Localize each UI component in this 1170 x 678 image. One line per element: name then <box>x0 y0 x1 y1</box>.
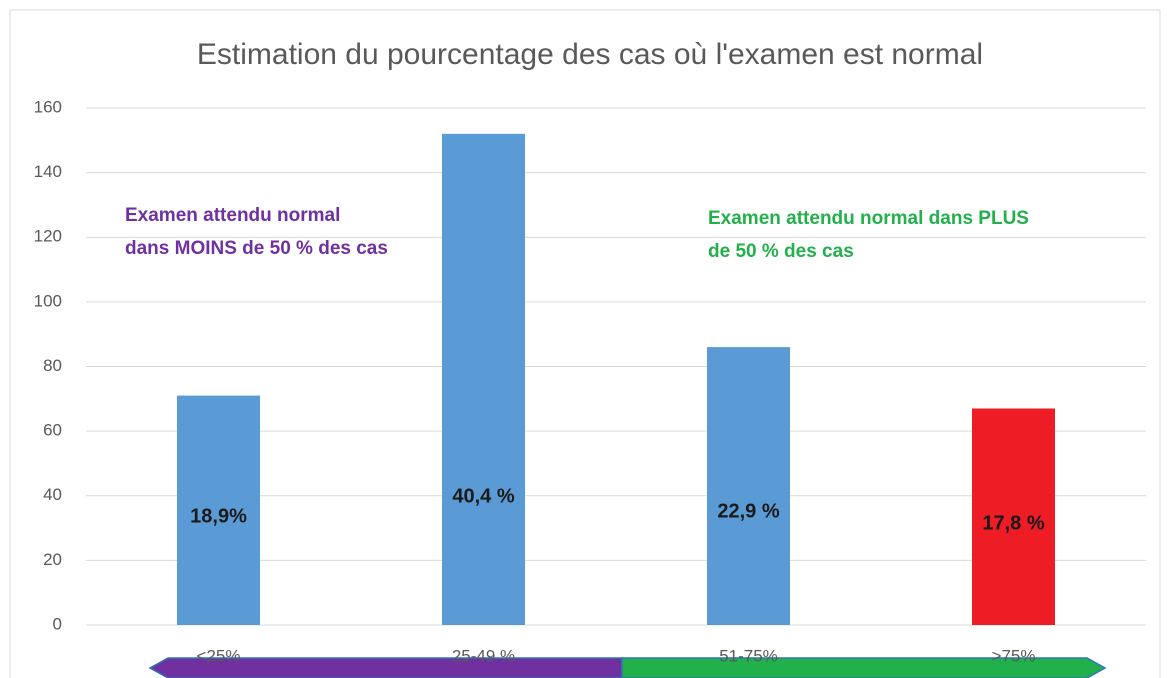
bar-label: 17,8 % <box>982 512 1044 534</box>
chart-border <box>9 9 1161 678</box>
bar-label: 40,4 % <box>452 485 514 507</box>
annotation: Examen attendu normal <box>125 205 340 226</box>
x-tick-label: <25% <box>197 646 241 665</box>
x-tick-label: 25-49 % <box>452 646 515 665</box>
chart-title: Estimation du pourcentage des cas où l'e… <box>197 38 983 71</box>
y-tick-label: 40 <box>43 485 62 504</box>
bar <box>442 133 525 625</box>
annotation: Examen attendu normal dans PLUS <box>708 208 1029 229</box>
bar-label: 22,9 % <box>717 500 779 522</box>
y-tick-label: 60 <box>43 421 62 440</box>
bar <box>177 395 260 625</box>
y-tick-label: 80 <box>43 356 62 375</box>
y-tick-label: 100 <box>34 291 62 310</box>
y-tick-label: 0 <box>53 614 62 633</box>
bar-label: 18,9% <box>190 505 247 527</box>
y-tick-label: 20 <box>43 550 62 569</box>
y-tick-label: 160 <box>34 97 62 116</box>
annotation: dans MOINS de 50 % des cas <box>125 238 388 259</box>
y-tick-label: 120 <box>34 227 62 246</box>
bar <box>707 347 790 625</box>
x-tick-label: >75% <box>992 646 1036 665</box>
x-tick-label: 51-75% <box>719 646 778 665</box>
range-arrow <box>148 657 1107 678</box>
y-tick-label: 140 <box>34 162 62 181</box>
annotation: de 50 % des cas <box>708 241 854 262</box>
bar <box>972 408 1055 625</box>
